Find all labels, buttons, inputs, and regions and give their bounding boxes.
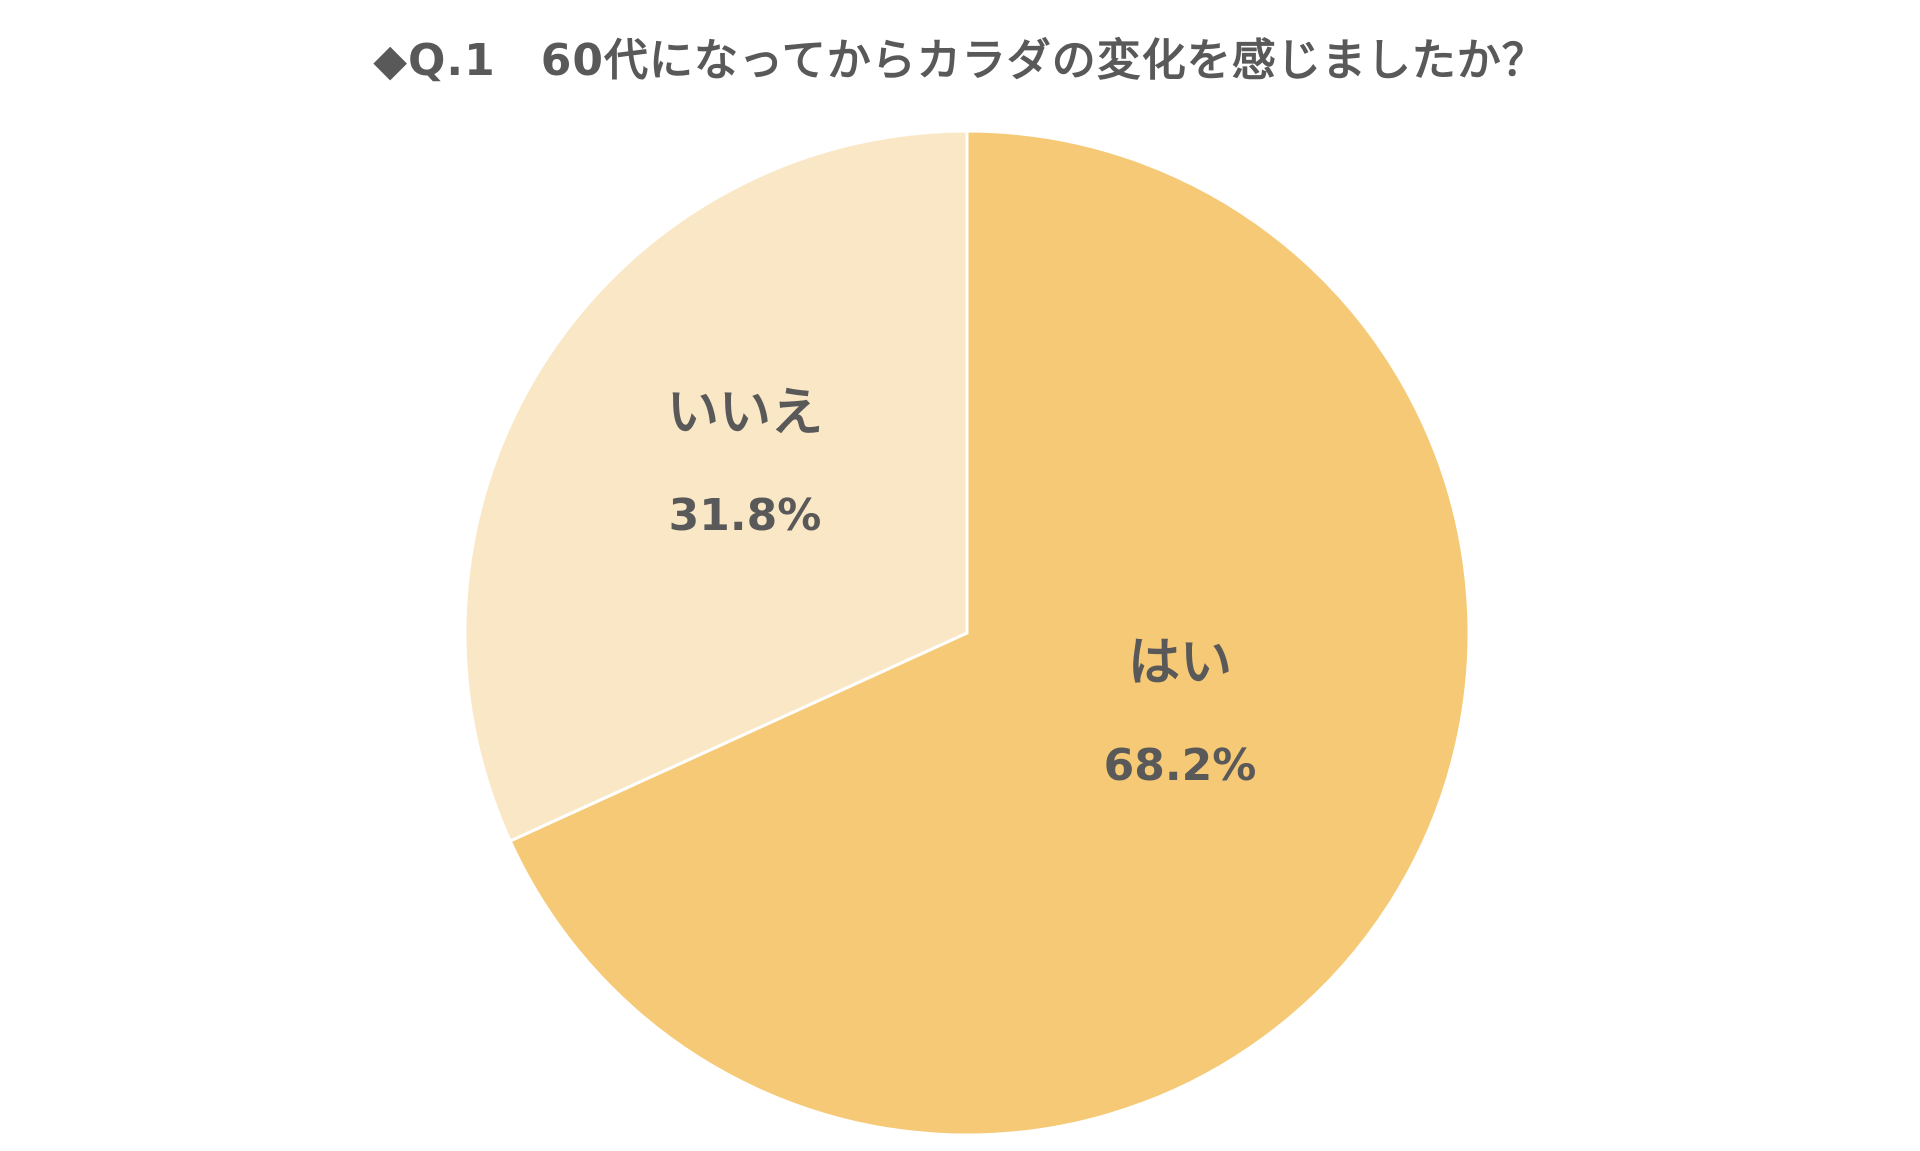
slice-category-label: いいえ — [667, 383, 823, 443]
pie-slice-no — [463, 129, 969, 844]
pie-slice-yes — [508, 129, 1471, 1137]
slice-value-label: 68.2% — [1104, 740, 1257, 791]
slice-value-label: 31.8% — [669, 490, 822, 541]
slice-category-label: はい — [1128, 633, 1232, 693]
chart-title: ◆Q.1 60代になってからカラダの変化を感じましたか？ — [373, 35, 1547, 86]
pie-labels: はい 68.2% いいえ 31.8% — [667, 383, 1256, 791]
pie-slices — [463, 129, 1471, 1137]
